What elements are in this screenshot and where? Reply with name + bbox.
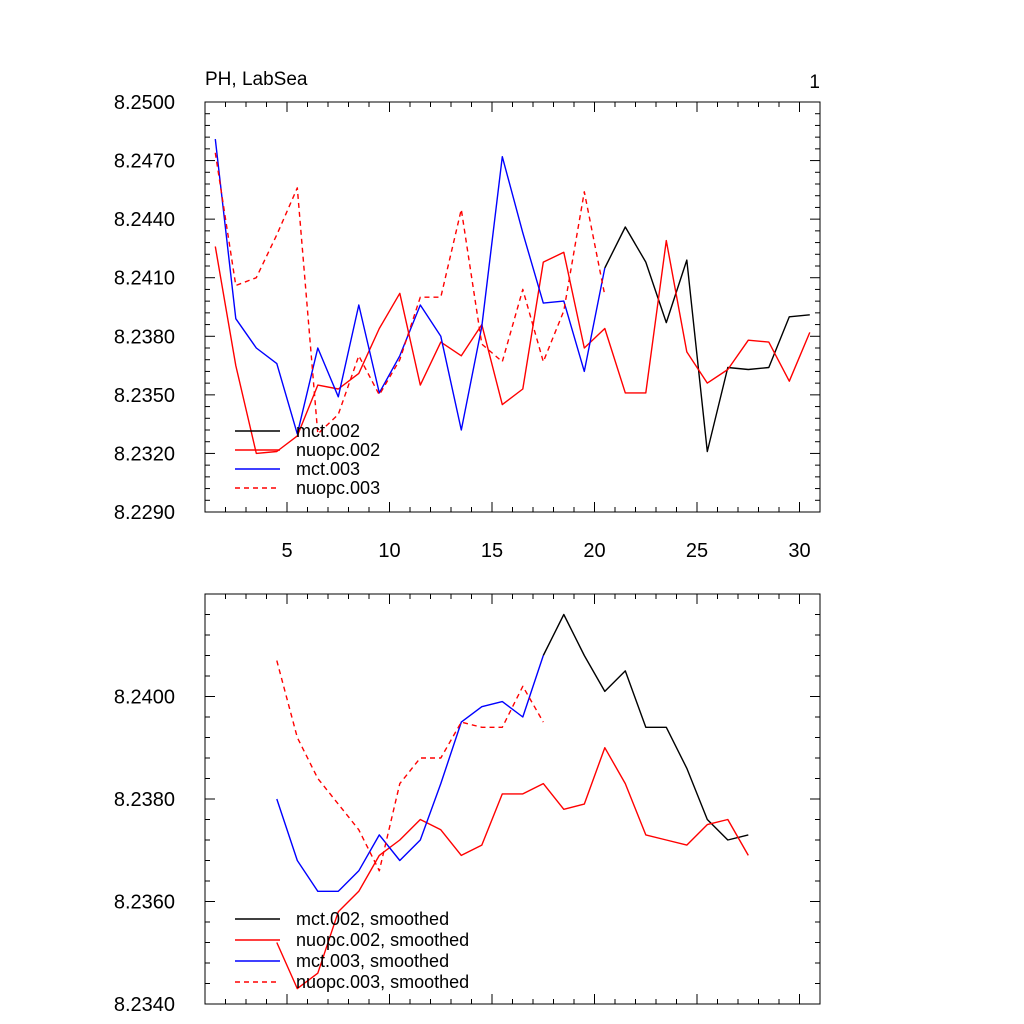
series-line-1 (604, 226, 810, 453)
y-tick-label: 8.2410 (114, 268, 175, 290)
series-line-3 (276, 655, 544, 892)
legend-label: nuopc.003, smoothed (296, 972, 469, 992)
x-tick-label: 20 (583, 540, 605, 562)
x-tick-label: 10 (378, 540, 400, 562)
y-tick-label: 8.2350 (114, 385, 175, 407)
y-tick-label: 8.2470 (114, 151, 175, 173)
x-tick-label: 15 (481, 540, 503, 562)
y-tick-label: 8.2400 (114, 687, 175, 709)
y-tick-label: 8.2360 (114, 892, 175, 914)
series-line-1 (542, 613, 749, 841)
legend-label: mct.003 (296, 459, 360, 479)
panel-number-label: 1 (809, 72, 820, 93)
legend-label: mct.002, smoothed (296, 909, 449, 929)
x-tick-label: 5 (281, 540, 292, 562)
chart-panel-2: 8.2340 8.2360 8.2380 8.2400 mct.002, smoothe… (114, 593, 821, 1016)
chart-panel-1: 8.2290 8.2320 8.2350 8.2380 8.2410 8.2440 8.24… (114, 69, 821, 562)
legend-label: nuopc.002, smoothed (296, 930, 469, 950)
series-line-4 (214, 152, 606, 435)
x-tick-label: 30 (788, 540, 810, 562)
y-tick-label: 8.2500 (114, 92, 175, 114)
y-tick-label: 8.2290 (114, 502, 175, 524)
y-tick-label: 8.2320 (114, 443, 175, 465)
y-tick-label: 8.2340 (114, 994, 175, 1016)
y-tick-label: 8.2440 (114, 209, 175, 231)
series-line-2 (276, 747, 749, 990)
series-line-3 (214, 139, 606, 435)
legend-label: nuopc.003 (296, 478, 380, 498)
legend-label: mct.003, smoothed (296, 951, 449, 971)
y-tick-label: 8.2380 (114, 789, 175, 811)
x-tick-label: 25 (686, 540, 708, 562)
series-line-4 (276, 660, 544, 872)
y-tick-label: 8.2380 (114, 326, 175, 348)
legend-label: mct.002 (296, 421, 360, 441)
chart-title: PH, LabSea (205, 69, 308, 90)
legend-label: nuopc.002 (296, 440, 380, 460)
